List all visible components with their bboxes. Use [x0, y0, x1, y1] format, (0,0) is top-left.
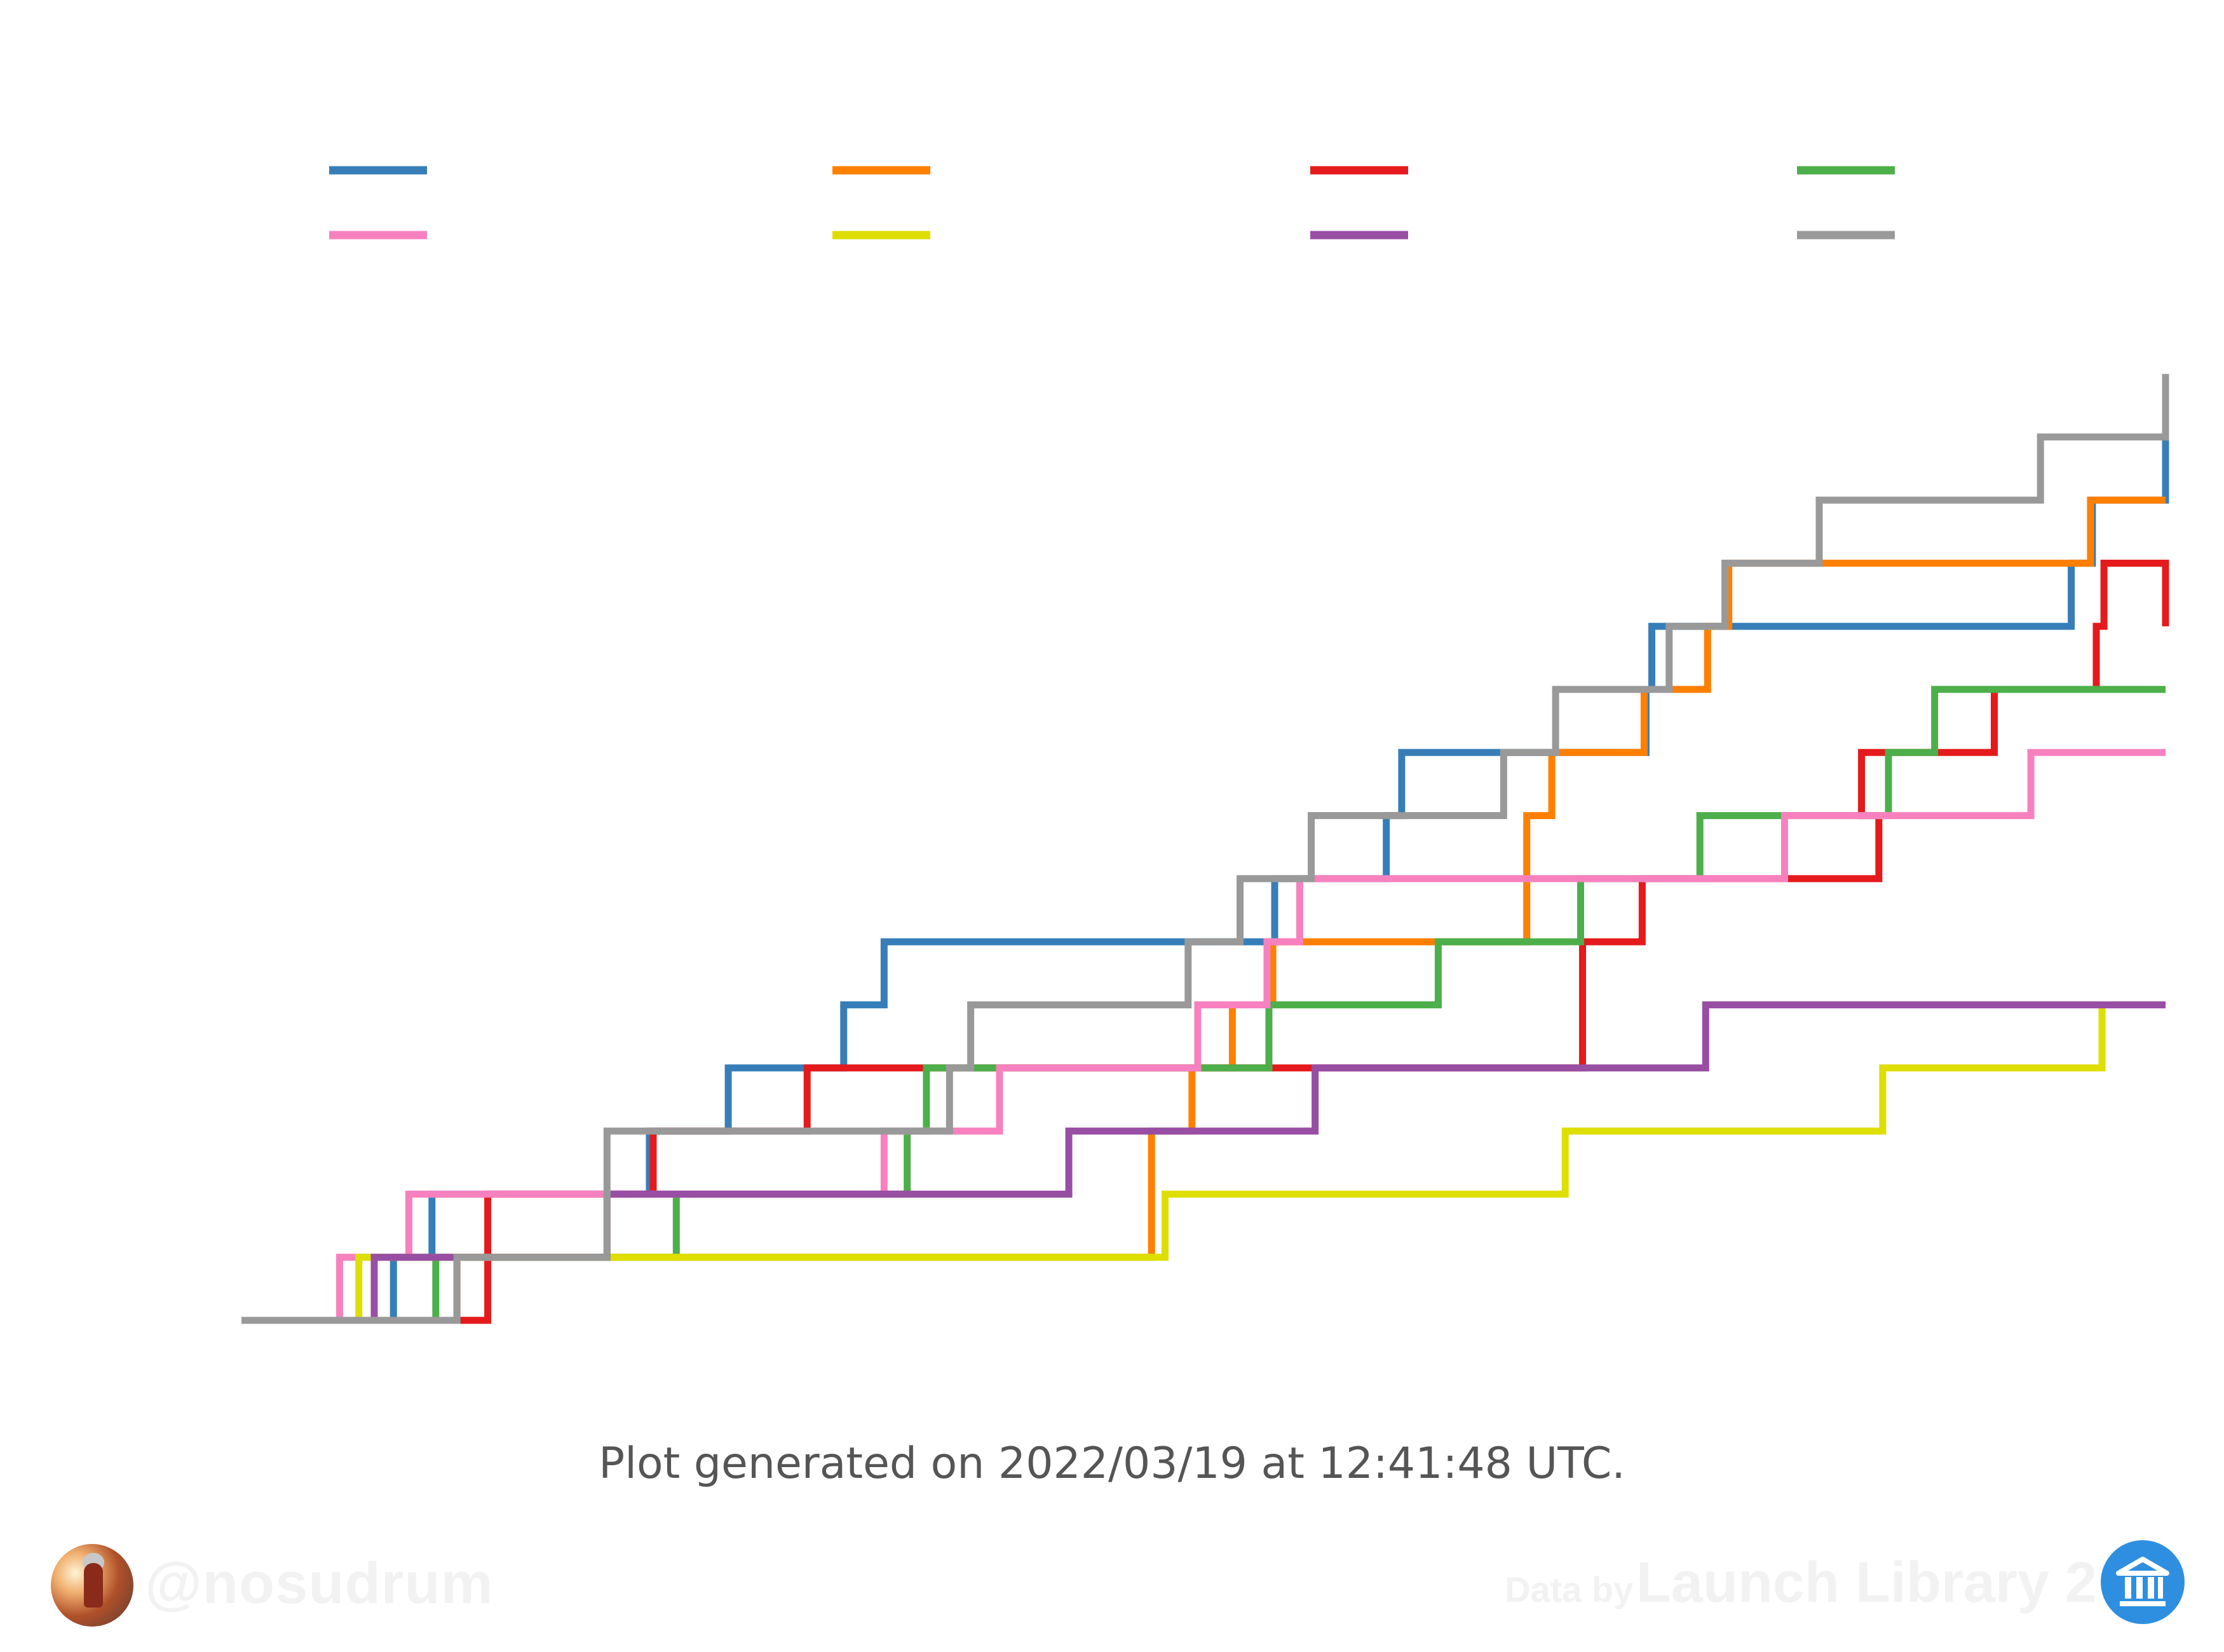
- series-line-6: [241, 1001, 2166, 1324]
- series-line-8: [241, 374, 2169, 1324]
- avatar: [51, 1544, 133, 1627]
- credit-source-prefix: Data by: [1505, 1569, 1634, 1609]
- series-layer: [241, 374, 2169, 1324]
- launch-library-logo[interactable]: [2101, 1540, 2185, 1624]
- plot-generated-note: Plot generated on 2022/03/19 at 12:41:48…: [599, 1439, 1625, 1489]
- credit-handle[interactable]: @nosudrum: [145, 1551, 494, 1616]
- series-line-3: [241, 559, 2169, 1324]
- series-line-7: [241, 1001, 2166, 1324]
- series-line-4: [241, 686, 2166, 1324]
- legend: [329, 166, 1895, 240]
- credit-source-name: Launch Library 2: [1636, 1551, 2097, 1615]
- credit-source[interactable]: Data by Launch Library 2: [1505, 1550, 2097, 1616]
- museum-icon: [2116, 1557, 2169, 1606]
- series-line-5: [241, 748, 2166, 1324]
